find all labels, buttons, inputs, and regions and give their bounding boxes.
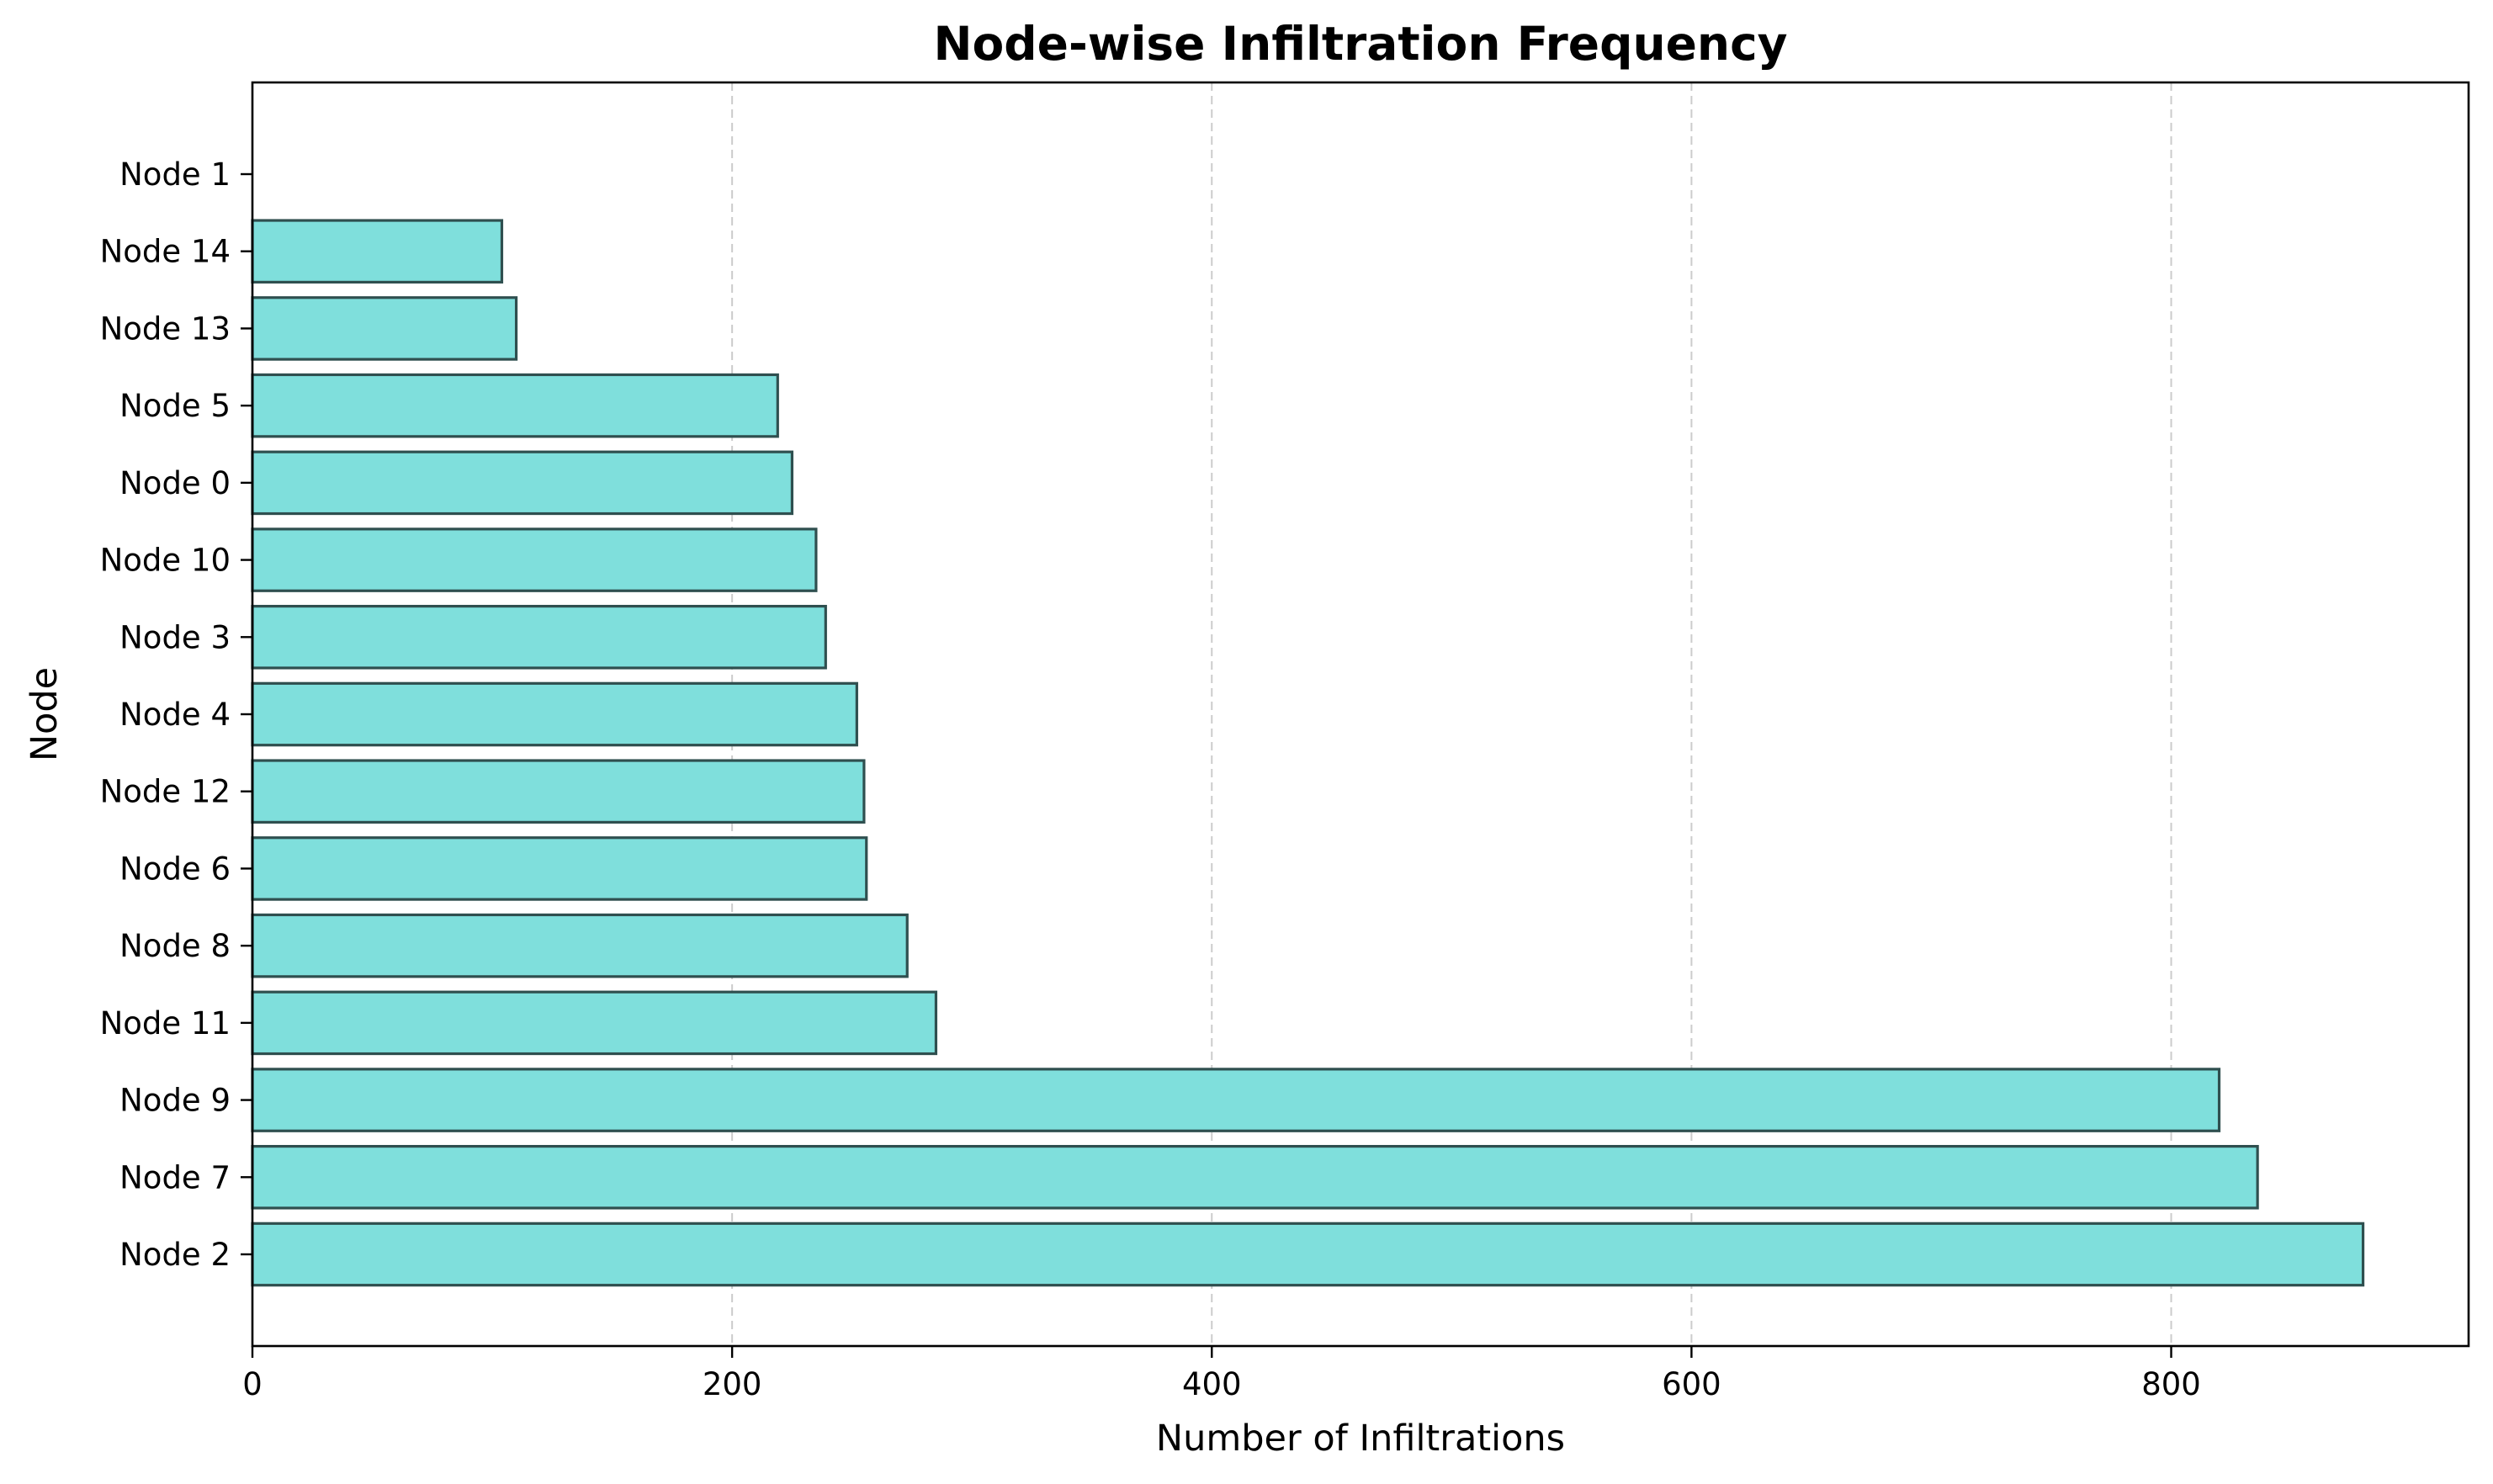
x-tick-label: 800 (2141, 1366, 2201, 1402)
bar (251, 990, 938, 1056)
x-tick-label: 600 (1662, 1366, 1721, 1402)
y-tick-label: Node 8 (119, 928, 231, 964)
bar (251, 296, 518, 361)
y-tick-label: Node 2 (119, 1237, 231, 1273)
bar (251, 759, 866, 824)
y-tick-label: Node 12 (100, 774, 231, 810)
y-tick-label: Node 1 (119, 156, 231, 193)
y-tick-label: Node 11 (100, 1005, 231, 1041)
y-tick-label: Node 0 (119, 465, 231, 501)
y-axis-label: Node (24, 667, 66, 761)
gridlines (731, 82, 2172, 1346)
chart-title: Node-wise Infiltration Frequency (933, 17, 1787, 71)
bar (251, 1144, 2259, 1210)
bar (251, 681, 858, 747)
y-tick-label: Node 14 (100, 234, 231, 270)
bar (251, 450, 793, 516)
y-tick-label: Node 7 (119, 1159, 231, 1195)
bar (251, 1222, 2365, 1287)
x-tick-label: 200 (703, 1366, 762, 1402)
bar (251, 836, 868, 901)
bar (251, 527, 818, 592)
x-axis-ticks: 0 200 400 600 800 (242, 1346, 2201, 1402)
y-tick-label: Node 3 (119, 619, 231, 655)
bar (251, 604, 827, 670)
x-tick-label: 0 (242, 1366, 263, 1402)
bar (251, 1068, 2221, 1132)
bar (251, 219, 504, 284)
y-tick-label: Node 5 (119, 388, 231, 424)
y-tick-label: Node 10 (100, 543, 231, 579)
y-tick-label: Node 13 (100, 310, 231, 347)
x-tick-label: 400 (1182, 1366, 1242, 1402)
x-axis-label: Number of Infiltrations (1156, 1418, 1565, 1460)
y-axis-ticks: Node 1 Node 14 Node 13 Node 5 Node 0 Node 10 N… (100, 156, 252, 1273)
y-tick-label: Node 9 (119, 1083, 231, 1119)
y-tick-label: Node 6 (119, 851, 231, 887)
y-tick-label: Node 4 (119, 697, 231, 733)
bar (251, 373, 779, 438)
bar (251, 913, 909, 978)
bars (251, 219, 2365, 1287)
